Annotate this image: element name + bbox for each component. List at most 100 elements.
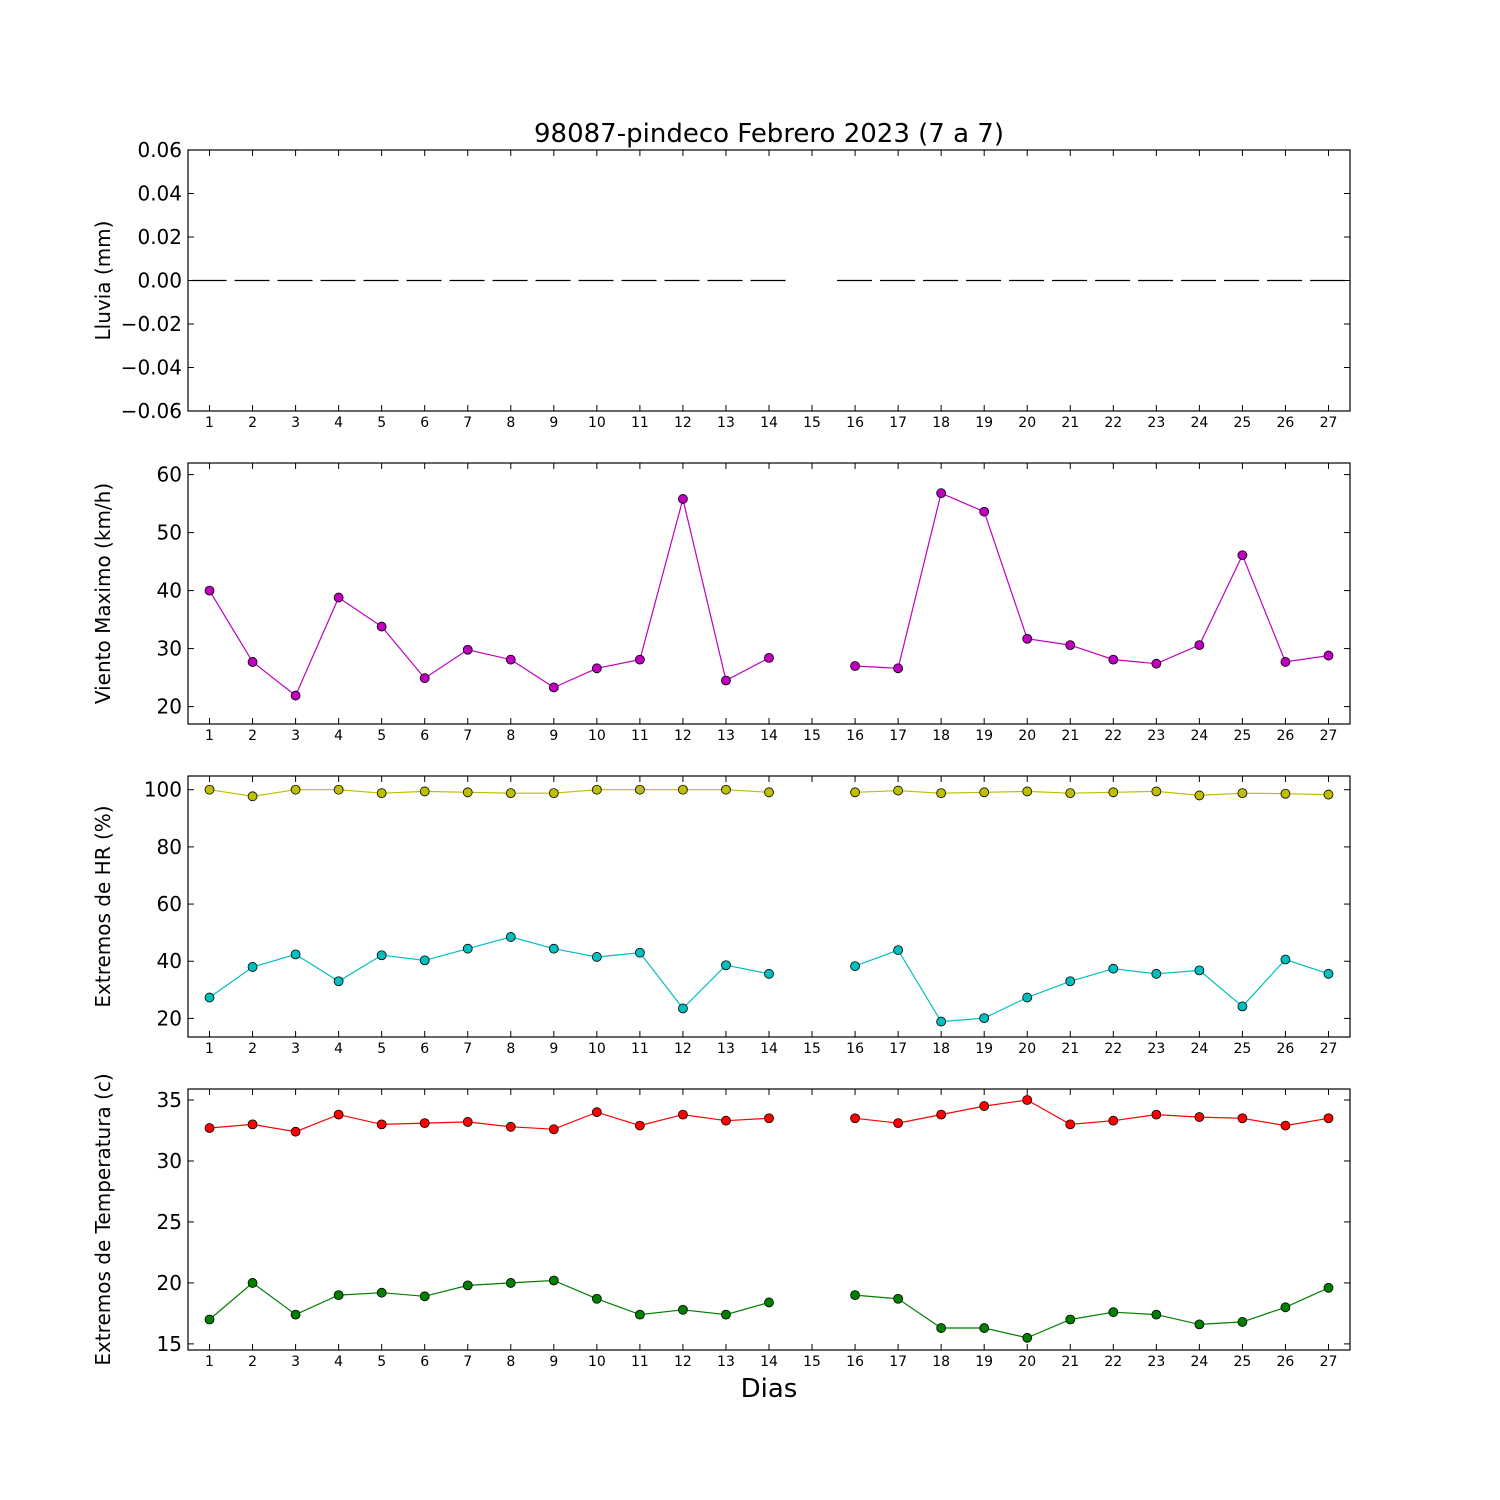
data-point [634, 1120, 645, 1131]
x-tick-label: 12 [674, 415, 692, 431]
data-point [462, 943, 473, 954]
data-point [333, 976, 344, 987]
data-point [376, 621, 387, 632]
x-tick-label: 5 [377, 1041, 386, 1057]
x-tick-label: 12 [674, 1354, 692, 1370]
x-tick-label: 20 [1018, 728, 1036, 744]
y-tick-label: 30 [157, 1149, 182, 1173]
y-tick-label: 0.04 [137, 182, 182, 206]
x-tick-label: 25 [1233, 415, 1251, 431]
x-tick-label: 2 [248, 1354, 257, 1370]
x-tick-label: 13 [717, 728, 735, 744]
data-point [1280, 1120, 1291, 1131]
x-tick-label: 21 [1061, 1041, 1079, 1057]
data-point [419, 786, 430, 797]
x-tick-label: 9 [549, 1354, 558, 1370]
data-point [1065, 976, 1076, 987]
x-tick-label: 4 [334, 728, 343, 744]
data-point [376, 1119, 387, 1130]
data-point [591, 952, 602, 962]
data-point [1108, 1115, 1119, 1126]
data-point [462, 644, 473, 655]
x-tick-label: 12 [674, 728, 692, 744]
x-tick-label: 7 [463, 728, 472, 744]
series-line [209, 1279, 770, 1320]
y-tick-label: −0.06 [121, 399, 182, 423]
series-2 [204, 1275, 1334, 1343]
plot-frame [187, 462, 1351, 725]
x-tick-label: 2 [248, 415, 257, 431]
x-tick-label: 19 [975, 1041, 993, 1057]
x-axis-label: Dias [741, 1374, 798, 1404]
y-tick-label: 40 [157, 949, 182, 973]
x-tick-label: 20 [1018, 415, 1036, 431]
x-tick-label: 20 [1018, 1354, 1036, 1370]
x-tick-label: 24 [1190, 415, 1208, 431]
series-line [855, 1287, 1329, 1339]
x-tick-label: 21 [1061, 1354, 1079, 1370]
data-point [419, 673, 430, 684]
x-tick-label: 8 [506, 1354, 515, 1370]
x-tick-label: 18 [932, 415, 950, 431]
data-point [1323, 1113, 1334, 1124]
series-line [854, 949, 1329, 1023]
y-tick-label: 35 [157, 1088, 182, 1112]
x-tick-label: 19 [975, 415, 993, 431]
x-tick-label: 10 [588, 1354, 606, 1370]
x-tick-label: 16 [846, 415, 864, 431]
x-tick-label: 26 [1277, 728, 1295, 744]
data-point [548, 788, 559, 799]
data-point [462, 1280, 473, 1291]
x-tick-label: 6 [420, 1354, 429, 1370]
data-point [764, 968, 774, 979]
data-point [1151, 786, 1162, 797]
y-tick-label: 60 [157, 892, 182, 916]
x-tick-label: 3 [291, 415, 300, 431]
series-1 [204, 1095, 1334, 1137]
y-axis-label: Extremos de HR (%) [91, 805, 115, 1007]
data-point [333, 1109, 344, 1120]
series-line [209, 1111, 770, 1133]
data-point [1022, 992, 1033, 1003]
x-tick-label: 18 [932, 1041, 950, 1057]
data-point [721, 960, 731, 971]
data-point [1194, 1112, 1205, 1122]
x-tick-label: 6 [420, 1041, 429, 1057]
x-tick-label: 22 [1104, 1354, 1122, 1370]
data-point [1280, 954, 1291, 965]
x-tick-label: 10 [588, 728, 606, 744]
x-tick-label: 2 [248, 728, 257, 744]
data-point [1065, 640, 1076, 651]
x-tick-label: 16 [846, 1041, 864, 1057]
data-point [1108, 963, 1119, 974]
x-tick-label: 1 [205, 415, 214, 431]
data-point [1237, 550, 1248, 561]
data-point [247, 657, 258, 667]
plot-frame [187, 1088, 1351, 1351]
data-point [290, 1126, 301, 1137]
x-tick-label: 2 [248, 1041, 257, 1057]
data-point [850, 787, 860, 798]
data-point [204, 1123, 215, 1133]
data-point [333, 784, 344, 795]
x-tick-label: 8 [506, 415, 515, 431]
data-point [591, 1293, 602, 1304]
x-tick-label: 23 [1147, 1041, 1165, 1057]
x-tick-label: 24 [1190, 728, 1208, 744]
y-tick-label: 80 [157, 835, 182, 859]
y-tick-label: 0.06 [137, 138, 182, 162]
x-tick-label: 9 [549, 415, 558, 431]
data-point [1237, 1113, 1248, 1124]
y-axis-label: Lluvia (mm) [91, 221, 115, 341]
data-point [721, 1115, 731, 1126]
y-tick-label: 0.00 [137, 269, 182, 293]
x-tick-label: 17 [889, 728, 907, 744]
data-point [764, 787, 774, 798]
data-point [419, 1291, 430, 1302]
data-point [591, 663, 602, 674]
x-tick-label: 15 [803, 415, 821, 431]
data-point [505, 654, 516, 665]
